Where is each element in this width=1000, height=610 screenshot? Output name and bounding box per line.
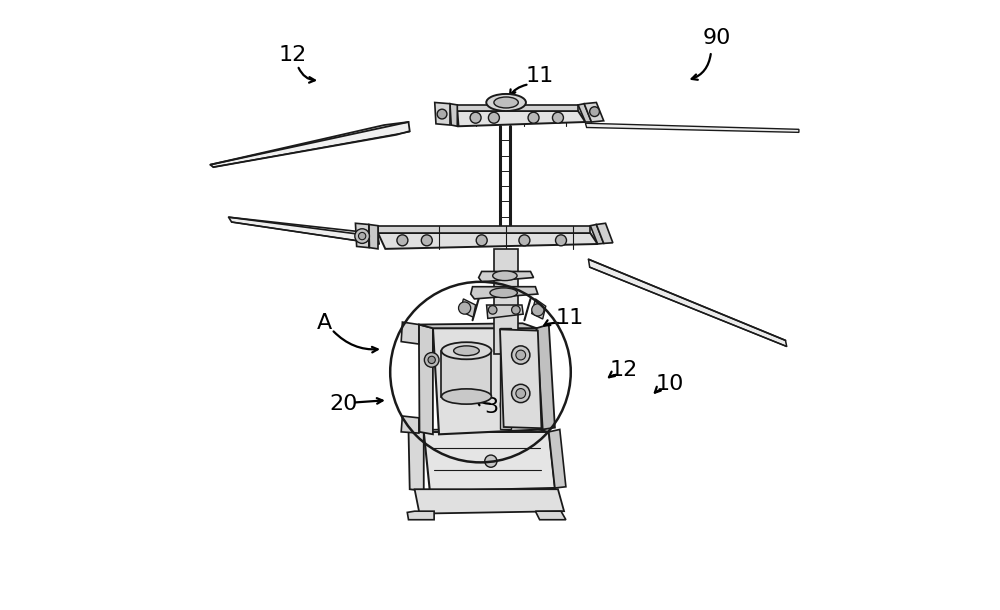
Circle shape — [516, 389, 526, 398]
Polygon shape — [460, 299, 476, 317]
Polygon shape — [433, 328, 543, 434]
Polygon shape — [441, 351, 491, 397]
Polygon shape — [532, 299, 546, 319]
Polygon shape — [210, 122, 410, 167]
Text: 90: 90 — [702, 28, 731, 48]
Circle shape — [488, 306, 497, 314]
Polygon shape — [401, 416, 419, 433]
Ellipse shape — [486, 94, 526, 111]
Circle shape — [476, 235, 487, 246]
Polygon shape — [408, 430, 424, 491]
Text: 11: 11 — [526, 66, 554, 85]
Circle shape — [428, 356, 435, 364]
Circle shape — [532, 304, 544, 316]
Circle shape — [519, 235, 530, 246]
Circle shape — [516, 350, 526, 360]
Circle shape — [512, 306, 520, 314]
Ellipse shape — [441, 342, 491, 359]
Polygon shape — [407, 511, 434, 520]
Polygon shape — [424, 432, 555, 491]
Polygon shape — [450, 104, 457, 126]
Polygon shape — [585, 123, 799, 132]
Ellipse shape — [494, 97, 518, 108]
Text: 20: 20 — [329, 394, 357, 414]
Polygon shape — [537, 325, 555, 429]
Polygon shape — [378, 226, 590, 233]
Circle shape — [421, 235, 432, 246]
Text: 12: 12 — [278, 45, 307, 65]
Polygon shape — [408, 428, 549, 432]
Circle shape — [488, 112, 499, 123]
Circle shape — [355, 229, 369, 243]
Circle shape — [512, 384, 530, 403]
Polygon shape — [419, 325, 433, 434]
Circle shape — [459, 302, 471, 314]
Circle shape — [470, 112, 481, 123]
Circle shape — [552, 112, 563, 123]
Circle shape — [358, 232, 366, 240]
Ellipse shape — [493, 271, 517, 281]
Polygon shape — [457, 105, 578, 111]
Polygon shape — [471, 287, 538, 299]
Text: 30: 30 — [485, 398, 513, 417]
Polygon shape — [584, 102, 604, 122]
Polygon shape — [578, 104, 592, 122]
Polygon shape — [549, 429, 566, 488]
Polygon shape — [535, 511, 566, 520]
Polygon shape — [419, 323, 537, 328]
Polygon shape — [378, 233, 598, 249]
Polygon shape — [435, 102, 450, 125]
Circle shape — [512, 346, 530, 364]
Circle shape — [424, 353, 439, 367]
Polygon shape — [415, 489, 564, 514]
Polygon shape — [590, 224, 604, 244]
Polygon shape — [369, 224, 378, 249]
Polygon shape — [479, 271, 534, 282]
Polygon shape — [487, 305, 523, 318]
Polygon shape — [588, 259, 787, 346]
Circle shape — [397, 235, 408, 246]
Ellipse shape — [441, 389, 491, 404]
Ellipse shape — [454, 346, 479, 356]
Circle shape — [556, 235, 566, 246]
Polygon shape — [457, 111, 585, 126]
Text: 10: 10 — [655, 375, 684, 394]
Polygon shape — [229, 217, 379, 244]
Bar — [500, 328, 511, 429]
Text: 12: 12 — [610, 360, 638, 379]
Circle shape — [437, 109, 447, 119]
Ellipse shape — [490, 288, 517, 298]
Circle shape — [590, 107, 599, 117]
Circle shape — [528, 112, 539, 123]
Polygon shape — [401, 322, 419, 344]
Circle shape — [485, 455, 497, 467]
Polygon shape — [596, 223, 613, 243]
Polygon shape — [500, 329, 541, 428]
Bar — [494, 249, 518, 354]
Polygon shape — [355, 223, 369, 248]
Text: 11: 11 — [556, 309, 584, 328]
Text: A: A — [317, 314, 332, 333]
